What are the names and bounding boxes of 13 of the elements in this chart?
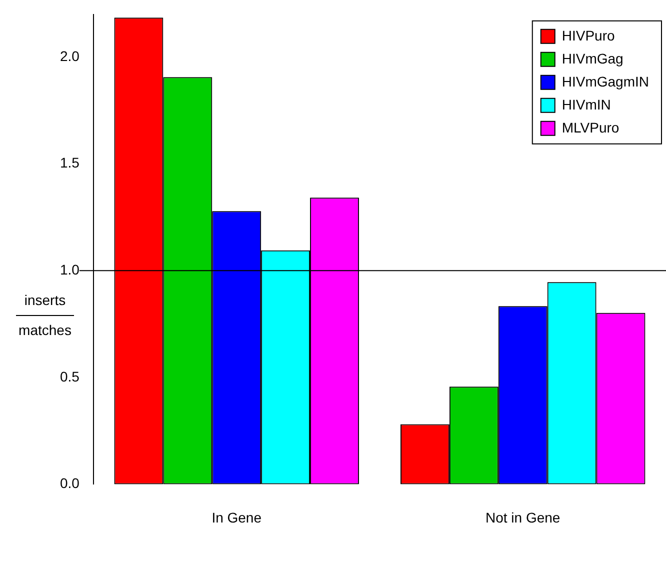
legend-label: HIVmIN xyxy=(562,96,611,112)
legend-label: HIVPuro xyxy=(562,27,615,44)
y-axis-title: inserts matches xyxy=(2,284,88,345)
y-tick-label: 1.5 xyxy=(60,154,80,171)
x-tick-label: In Gene xyxy=(212,509,262,526)
legend-label: MLVPuro xyxy=(562,119,620,136)
legend-label: HIVmGagmIN xyxy=(562,73,649,90)
x-tick-label: Not in Gene xyxy=(486,509,560,526)
y-tick-label: 2.0 xyxy=(60,48,80,64)
y-tick-label: 0.5 xyxy=(60,368,80,384)
y-tick-label: 0.0 xyxy=(60,475,80,492)
y-tick-label: 1.0 xyxy=(60,262,80,278)
legend-label: HIVmGag xyxy=(562,50,624,66)
